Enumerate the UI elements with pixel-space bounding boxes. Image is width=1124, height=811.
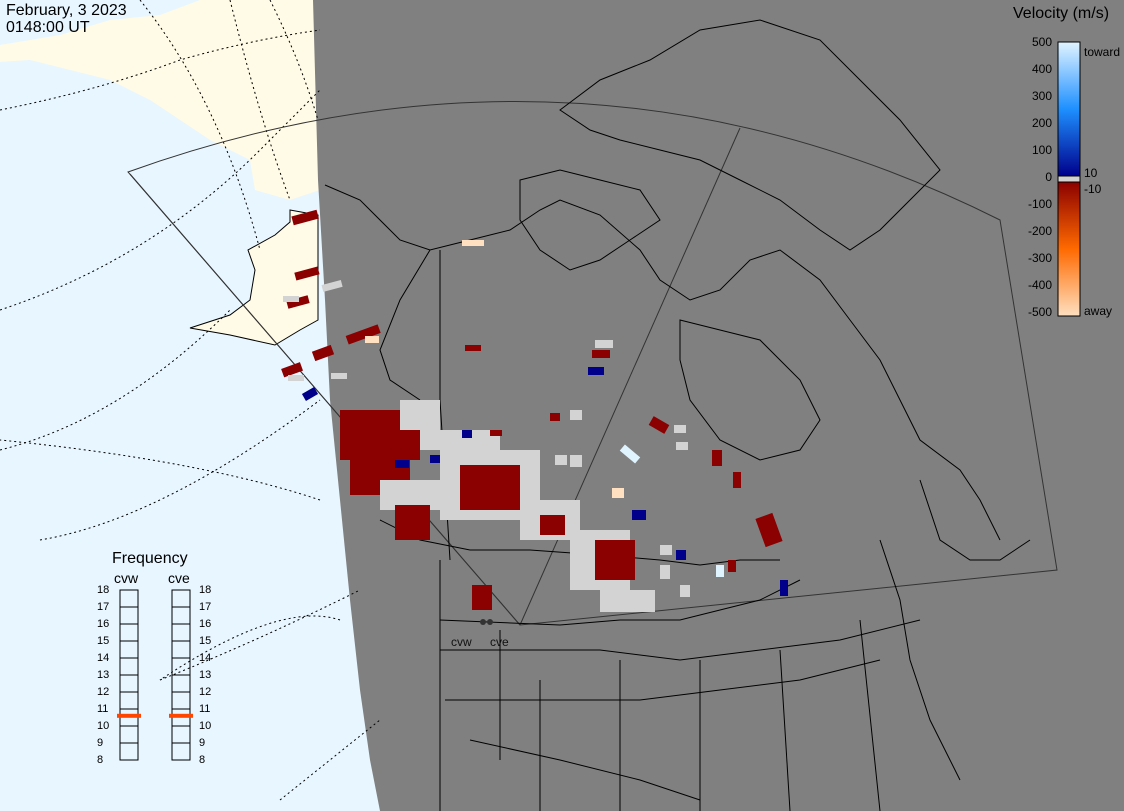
daylit-land (0, 0, 320, 200)
velocity-tick-label: -200 (1027, 224, 1052, 238)
velocity-colorbar (1057, 41, 1081, 317)
frequency-scale-label: 15 (199, 635, 212, 647)
frequency-scale-label: 13 (97, 669, 110, 681)
velocity-tick-label: 0 (1045, 170, 1052, 184)
frequency-scale-label: 10 (97, 720, 110, 732)
night-region (313, 0, 1124, 811)
radar-label-cve: cve (168, 570, 190, 586)
frequency-marker-cve (169, 713, 193, 718)
velocity-tick-label: 200 (1031, 116, 1052, 130)
frequency-scale-label: 9 (199, 737, 206, 749)
velocity-tick-label: 300 (1031, 89, 1052, 103)
frequency-scale-label: 10 (199, 720, 212, 732)
radar-site-marker (480, 619, 486, 625)
frequency-scale-label: 18 (97, 584, 110, 596)
frequency-scale-label: 11 (97, 703, 109, 715)
frequency-scale-label: 17 (97, 601, 110, 613)
frequency-scale-label: 11 (199, 703, 211, 715)
frequency-scale-label: 8 (199, 754, 206, 766)
graticule (0, 0, 381, 801)
velocity-tick-label: 500 (1031, 35, 1052, 49)
frequency-scale-label: 12 (97, 686, 110, 698)
radar-label-cvw: cvw (114, 570, 139, 586)
velocity-label-away: away (1084, 304, 1113, 318)
velocity-label-neg-threshold: -10 (1084, 182, 1102, 196)
frequency-scale-label: 14 (199, 652, 212, 664)
frequency-scale-label: 9 (97, 737, 104, 749)
frequency-panel (117, 589, 193, 761)
frequency-scale-label: 16 (199, 618, 212, 630)
frequency-marker-cvw (117, 713, 141, 718)
radar-site-marker (487, 619, 493, 625)
alaska-peninsula (189, 209, 319, 346)
velocity-tick-label: 400 (1031, 62, 1052, 76)
backscatter-cells (281, 209, 788, 612)
velocity-tick-label: -100 (1027, 197, 1052, 211)
frequency-scale-label: 17 (199, 601, 212, 613)
frequency-scale-label: 18 (199, 584, 212, 596)
frequency-scale-label: 12 (199, 686, 212, 698)
map-site-label-cvw: cvw (451, 635, 472, 649)
velocity-label-pos-threshold: 10 (1084, 166, 1098, 180)
coastlines (324, 19, 1031, 811)
frequency-scale-label: 14 (97, 652, 110, 664)
time-label: 0148:00 UT (6, 19, 90, 36)
map-site-label-cve: cve (490, 635, 509, 649)
frequency-scale-label: 8 (97, 754, 104, 766)
velocity-label-toward: toward (1084, 45, 1121, 59)
velocity-tick-label: -300 (1027, 251, 1052, 265)
radar-fov-outline (127, 101, 1058, 626)
velocity-tick-label: -400 (1027, 278, 1052, 292)
velocity-legend-title: Velocity (m/s) (1013, 5, 1110, 22)
date-label: February, 3 2023 (6, 2, 127, 19)
frequency-scale-label: 13 (199, 669, 212, 681)
frequency-panel-title: Frequency (112, 550, 188, 567)
velocity-tick-label: -500 (1027, 305, 1052, 319)
frequency-scale-label: 16 (97, 618, 110, 630)
velocity-tick-label: 100 (1031, 143, 1052, 157)
frequency-scale-label: 15 (97, 635, 110, 647)
